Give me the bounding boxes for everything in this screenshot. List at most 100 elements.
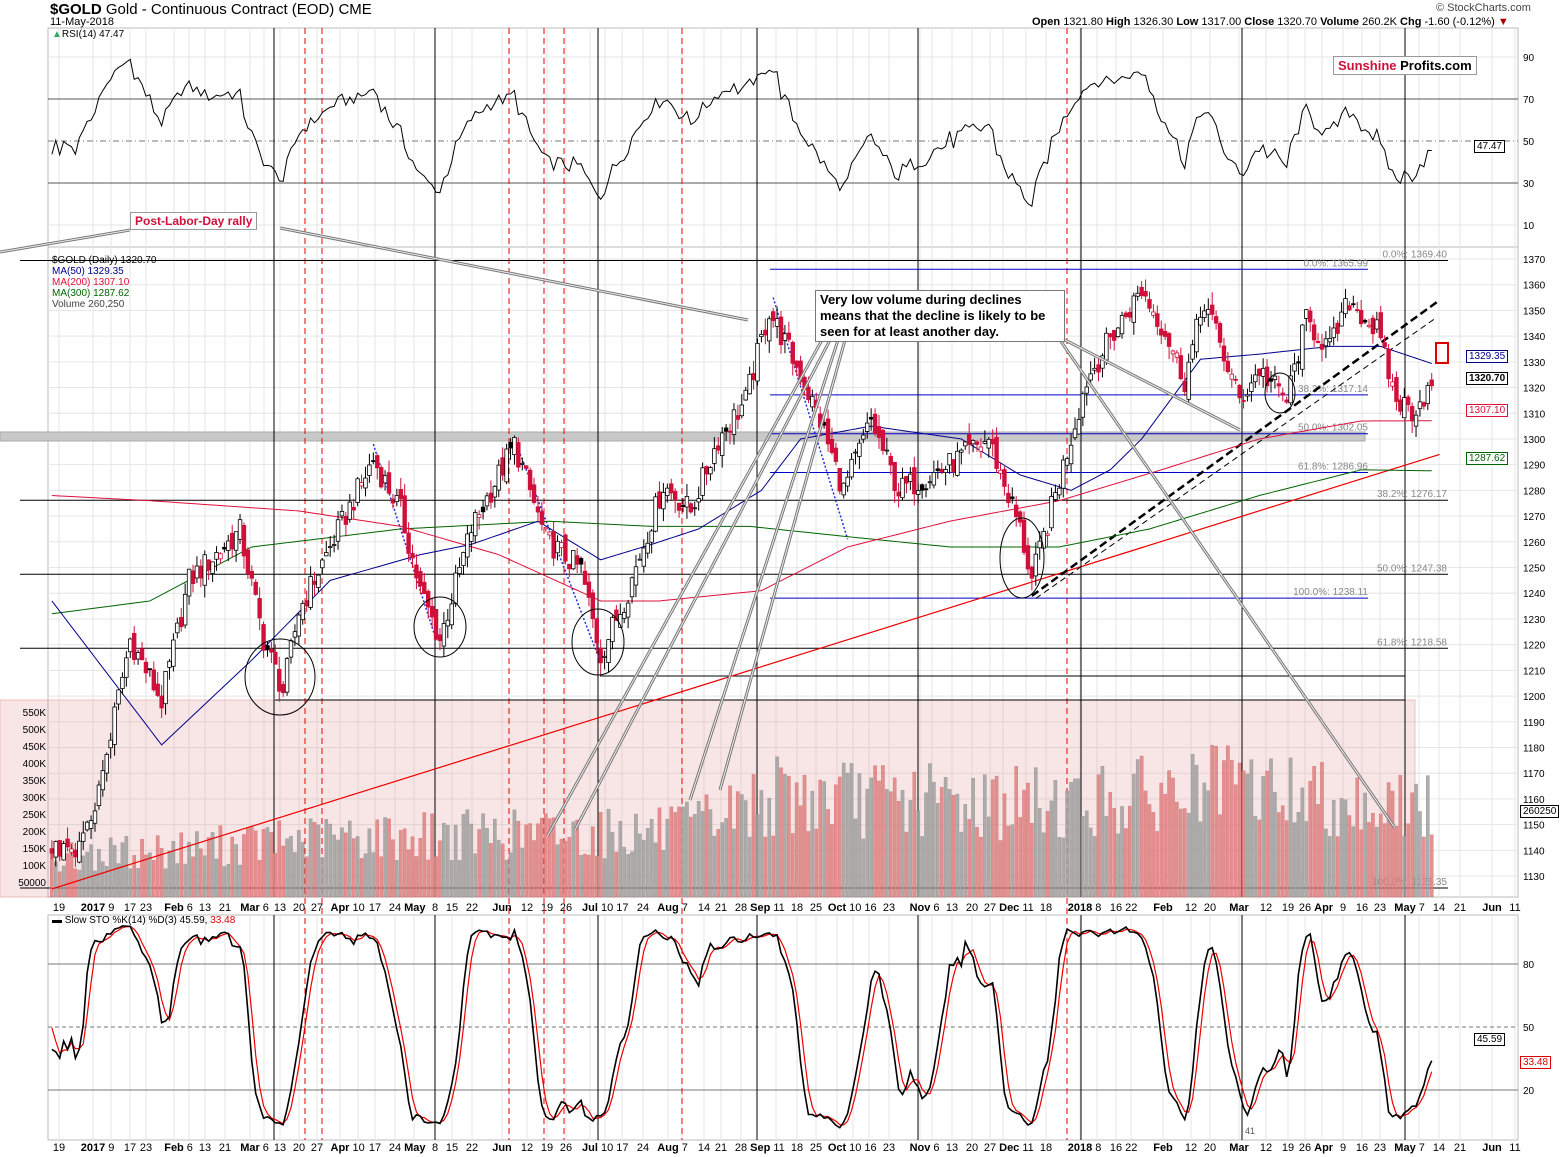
x-tick-label: 20	[1204, 902, 1216, 914]
volume-bar	[187, 841, 191, 898]
x-tick-label: 17	[124, 1142, 136, 1154]
x-tick-label: 9	[108, 1142, 114, 1154]
volume-bar	[1155, 831, 1160, 898]
candle-body	[1049, 496, 1054, 529]
candle-body	[790, 341, 795, 364]
x-tick-label: Feb	[1153, 1142, 1173, 1154]
x-tick-label: May	[1394, 902, 1416, 914]
volume-bar	[473, 853, 478, 898]
candle-body	[555, 540, 560, 554]
volume-bar	[1351, 826, 1356, 898]
ma200-legend: MA(200) 1307.10	[52, 277, 130, 288]
volume-bar	[304, 856, 309, 898]
x-tick-label: 24	[637, 902, 649, 914]
candle-body	[1143, 291, 1148, 297]
volume-bar	[783, 773, 787, 898]
candle-body	[1147, 299, 1152, 309]
volume-bar	[485, 827, 489, 898]
volume-bar	[1077, 778, 1081, 898]
candle-body	[496, 464, 501, 491]
candle-body	[1186, 361, 1191, 400]
fib-label: 50.0%: 1247.38	[1377, 563, 1447, 574]
volume-bar	[112, 845, 117, 898]
x-tick-label: Sep	[750, 902, 770, 914]
x-tick-label: 18	[1040, 1142, 1052, 1154]
x-tick-label: 16	[864, 902, 876, 914]
volume-bar	[1245, 773, 1250, 898]
candle-body	[1033, 553, 1038, 577]
volume-bar	[1355, 777, 1360, 898]
volume-bar	[818, 779, 822, 898]
volume-bar	[1284, 820, 1289, 898]
volume-bar	[363, 853, 368, 898]
x-tick-label: 28	[735, 1142, 747, 1154]
rising-trendline-thin	[1035, 317, 1436, 599]
x-tick-label: 12	[1260, 902, 1272, 914]
volume-bar	[148, 852, 152, 898]
volume-bar	[128, 868, 133, 898]
x-tick-label: 10	[601, 1142, 613, 1154]
candle-body	[1288, 375, 1293, 404]
bottom-circle	[999, 517, 1045, 599]
volume-bar	[1045, 811, 1050, 898]
volume-bar	[261, 829, 266, 898]
volume-bar	[802, 774, 807, 898]
chg-value: -1.60 (-0.12%)	[1424, 16, 1495, 28]
candle-body	[492, 486, 498, 498]
candle-body	[629, 577, 635, 598]
x-tick-label: 2018	[1068, 1142, 1092, 1154]
volume-bar	[61, 865, 66, 898]
candle-body	[900, 477, 905, 499]
price-tick-label: 1160	[1523, 795, 1545, 806]
candle-body	[206, 559, 211, 571]
x-tick-label: 18	[1040, 902, 1052, 914]
rsi-value-tag: 47.47	[1474, 140, 1506, 153]
price-tick-label: 1140	[1523, 846, 1545, 857]
candle-body	[841, 482, 846, 496]
x-tick-label: 21	[715, 902, 727, 914]
candle-body	[1006, 492, 1011, 503]
x-tick-label: 11	[1509, 1142, 1520, 1154]
x-tick-label: 13	[946, 902, 958, 914]
candle-body	[633, 566, 639, 586]
volume-bar	[1386, 782, 1391, 898]
callout-pointer-inner	[279, 227, 749, 321]
volume-bar	[951, 795, 956, 898]
volume-bar	[853, 818, 858, 898]
candle-body	[1190, 344, 1195, 360]
volume-bar	[1112, 808, 1116, 898]
volume-bar	[414, 856, 419, 898]
candle-body	[931, 472, 937, 486]
x-tick-label: 13	[274, 1142, 286, 1154]
candle-body	[1362, 319, 1368, 323]
x-tick-label: 10	[352, 1142, 364, 1154]
candle-body	[1123, 312, 1129, 318]
x-tick-label: Feb	[164, 1142, 184, 1154]
x-tick-label: Oct	[828, 902, 847, 914]
candle-body	[810, 395, 815, 408]
header-title: $GOLD Gold - Continuous Contract (EOD) C…	[50, 1, 372, 18]
candle-body	[982, 441, 988, 444]
volume-bar	[790, 833, 795, 898]
candle-body	[1425, 385, 1430, 405]
volume-bar	[348, 820, 352, 898]
volume-bar	[1316, 804, 1320, 898]
candle-body	[524, 465, 529, 469]
candle-body	[947, 452, 952, 466]
fib-label: 0.0%: 1369.40	[1383, 250, 1448, 261]
x-tick-label: 13	[199, 902, 211, 914]
candle-body	[1257, 368, 1262, 377]
candle-body	[265, 645, 270, 651]
volume-bar	[422, 812, 427, 898]
volume-bar	[642, 839, 646, 898]
volume-bar	[163, 868, 168, 898]
bottom-circle	[1264, 372, 1296, 414]
candle-body	[1155, 313, 1160, 327]
candle-body	[1217, 323, 1223, 343]
candle-body	[1260, 367, 1266, 377]
volume-bar	[732, 828, 736, 898]
volume-tick-label: 150K	[23, 844, 47, 855]
candle-body	[527, 469, 533, 491]
rsi-line	[51, 58, 1432, 208]
candle-body	[1417, 401, 1423, 410]
